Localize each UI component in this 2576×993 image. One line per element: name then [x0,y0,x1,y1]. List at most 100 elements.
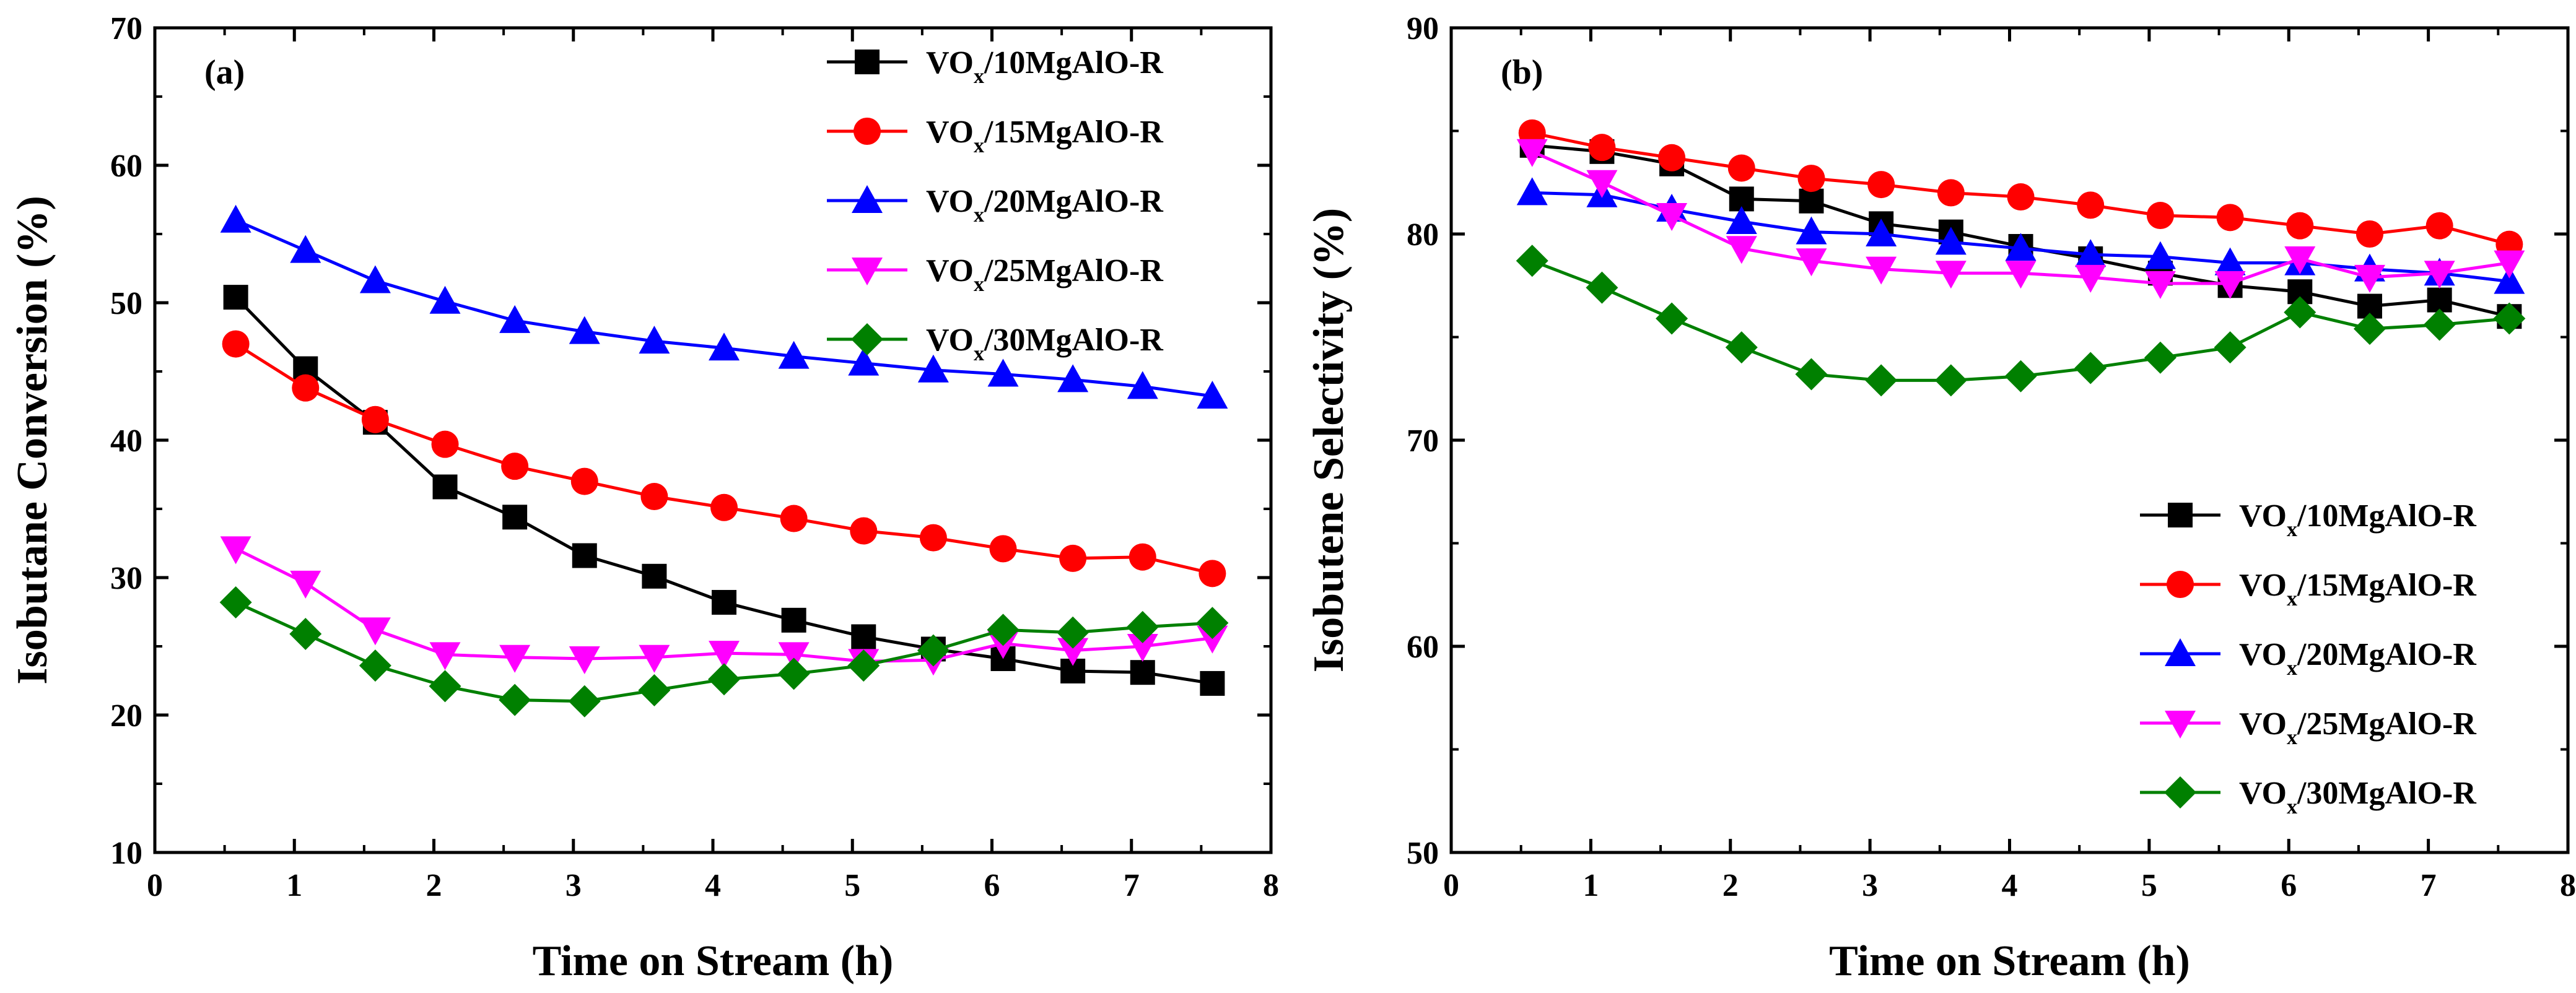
data-point [2354,264,2385,293]
x-tick-label: 5 [844,868,860,903]
legend-label-prefix: VO [926,253,974,288]
data-point [220,204,251,233]
x-tick-label: 2 [426,868,442,903]
legend-label-prefix: VO [926,323,974,358]
data-point [1196,607,1229,640]
data-point [572,543,597,568]
legend-label-suffix: /20MgAlO-R [2297,637,2477,672]
data-point [432,474,458,500]
y-axis-title: Isobutane Conversion (%) [9,196,56,685]
data-point [1658,144,1686,171]
data-point [2493,302,2526,335]
x-tick-label: 6 [984,868,1000,903]
data-point [2425,212,2453,240]
legend-label: VOx/20MgAlO-R [2239,637,2477,680]
data-point [2075,264,2107,293]
data-point [1934,364,1967,397]
data-point [2284,246,2316,274]
data-point [2074,352,2107,384]
x-axis-ticks: 0 1 2 3 4 5 6 7 8 [147,28,1279,903]
data-point [290,570,321,599]
y-tick-label: 70 [110,11,142,46]
data-point [2005,233,2037,261]
chart-panel-b: 0 1 2 3 4 5 6 7 8 50 60 70 80 90 Time on Stream (h) Iso… [1305,11,2576,985]
data-point [568,685,601,718]
data-point [2353,313,2386,345]
legend-marker [2168,503,2193,527]
data-point [1127,371,1158,399]
data-point [710,493,738,521]
data-point [1057,638,1089,666]
legend-label: VOx/30MgAlO-R [2239,776,2477,818]
data-point [499,305,531,333]
data-point [2144,271,2176,299]
data-point [1586,271,1618,304]
x-tick-label: 4 [2002,868,2018,903]
legend-marker [2164,776,2196,809]
data-point [1726,206,1757,235]
legend-label-suffix: /10MgAlO-R [2297,498,2477,534]
y-axis-title: Isobutene Selectivity (%) [1305,208,1353,672]
data-point [780,505,808,532]
data-point [359,265,391,293]
series-25mgalor [220,536,1228,677]
legend-label-prefix: VO [2239,568,2287,603]
data-point [712,589,737,615]
data-point [1516,139,1548,167]
data-point [1586,170,1618,198]
x-tick-label: 8 [2560,868,2576,903]
data-point [222,330,250,358]
legend-marker [852,185,883,213]
data-point [1937,179,1965,207]
data-point [501,453,529,480]
data-point [1057,364,1089,392]
data-point [289,618,322,651]
x-tick-label: 1 [286,868,302,903]
data-point [778,642,810,670]
y-tick-label: 80 [1407,217,1439,253]
legend-marker [2167,571,2194,598]
legend-entry: VOx/25MgAlO-R [2140,706,2477,749]
data-point [1200,670,1225,696]
data-point [1935,261,1967,289]
data-point [708,663,741,696]
legend-label: VOx/10MgAlO-R [926,45,1164,88]
data-point [2286,212,2314,240]
y-axis-ticks: 10 20 30 40 50 60 70 [110,11,1271,871]
x-tick-label: 7 [1124,868,1140,903]
series-30mgalor [1516,245,2526,397]
data-point [1516,245,1548,277]
legend-label: VOx/25MgAlO-R [2239,706,2477,749]
legend-label-subscript: x [2287,518,2297,541]
legend-entry: VOx/15MgAlO-R [827,115,1164,157]
data-point [1588,134,1616,162]
data-point [638,674,671,707]
legend-entry: VOx/20MgAlO-R [827,184,1164,227]
data-point [2423,308,2456,341]
legend-label-subscript: x [974,342,984,365]
data-point [847,649,880,682]
y-tick-label: 10 [110,836,142,871]
data-point [777,657,810,690]
data-point [1126,610,1159,643]
data-point [2144,241,2176,269]
x-tick-label: 1 [1583,868,1599,903]
data-point [781,607,806,633]
legend-entry: VOx/25MgAlO-R [827,253,1164,296]
legend-entry: VOx/30MgAlO-R [827,323,1164,365]
data-point [499,644,531,673]
data-point [292,374,320,402]
legend-label-prefix: VO [926,115,974,150]
series-25mgalor [1516,139,2525,299]
data-point [429,670,461,703]
legend-label-prefix: VO [2239,776,2287,811]
legend-label: VOx/15MgAlO-R [2239,568,2477,610]
data-point [778,340,810,369]
x-axis-title: Time on Stream (h) [533,937,894,985]
data-point [1725,331,1758,364]
legend-label-suffix: /10MgAlO-R [984,45,1164,80]
data-point [219,586,252,618]
data-point [640,483,668,511]
x-tick-label: 4 [705,868,721,903]
legend-label: VOx/10MgAlO-R [2239,498,2477,541]
